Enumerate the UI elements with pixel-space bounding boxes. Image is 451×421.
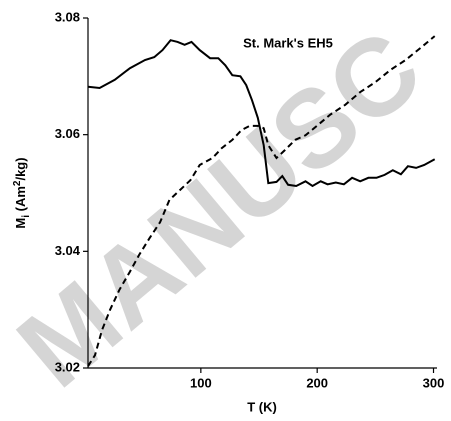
y-axis-label: Mi (Am2/kg) (12, 157, 32, 228)
x-tick-label: 200 (306, 375, 328, 390)
y-tick-label: 3.06 (55, 126, 80, 141)
x-tick-label: 300 (423, 375, 445, 390)
y-axis-label-part: i (21, 215, 32, 218)
y-tick-label: 3.04 (55, 243, 81, 258)
y-axis-label-part: 2 (12, 180, 23, 186)
y-tick-label: 3.02 (55, 359, 80, 374)
y-tick-label: 3.08 (55, 9, 80, 24)
watermark: MANUSC (0, 6, 444, 411)
x-axis-label: T (K) (247, 399, 277, 414)
x-tick-label: 100 (190, 375, 212, 390)
series-line (87, 35, 436, 367)
annotation: St. Mark's EH5 (243, 35, 333, 50)
y-axis-label-part: M (13, 218, 28, 229)
series-line (87, 39, 436, 188)
y-axis-label-part: (Am (13, 186, 28, 215)
y-axis-label-part: /kg) (13, 157, 28, 180)
